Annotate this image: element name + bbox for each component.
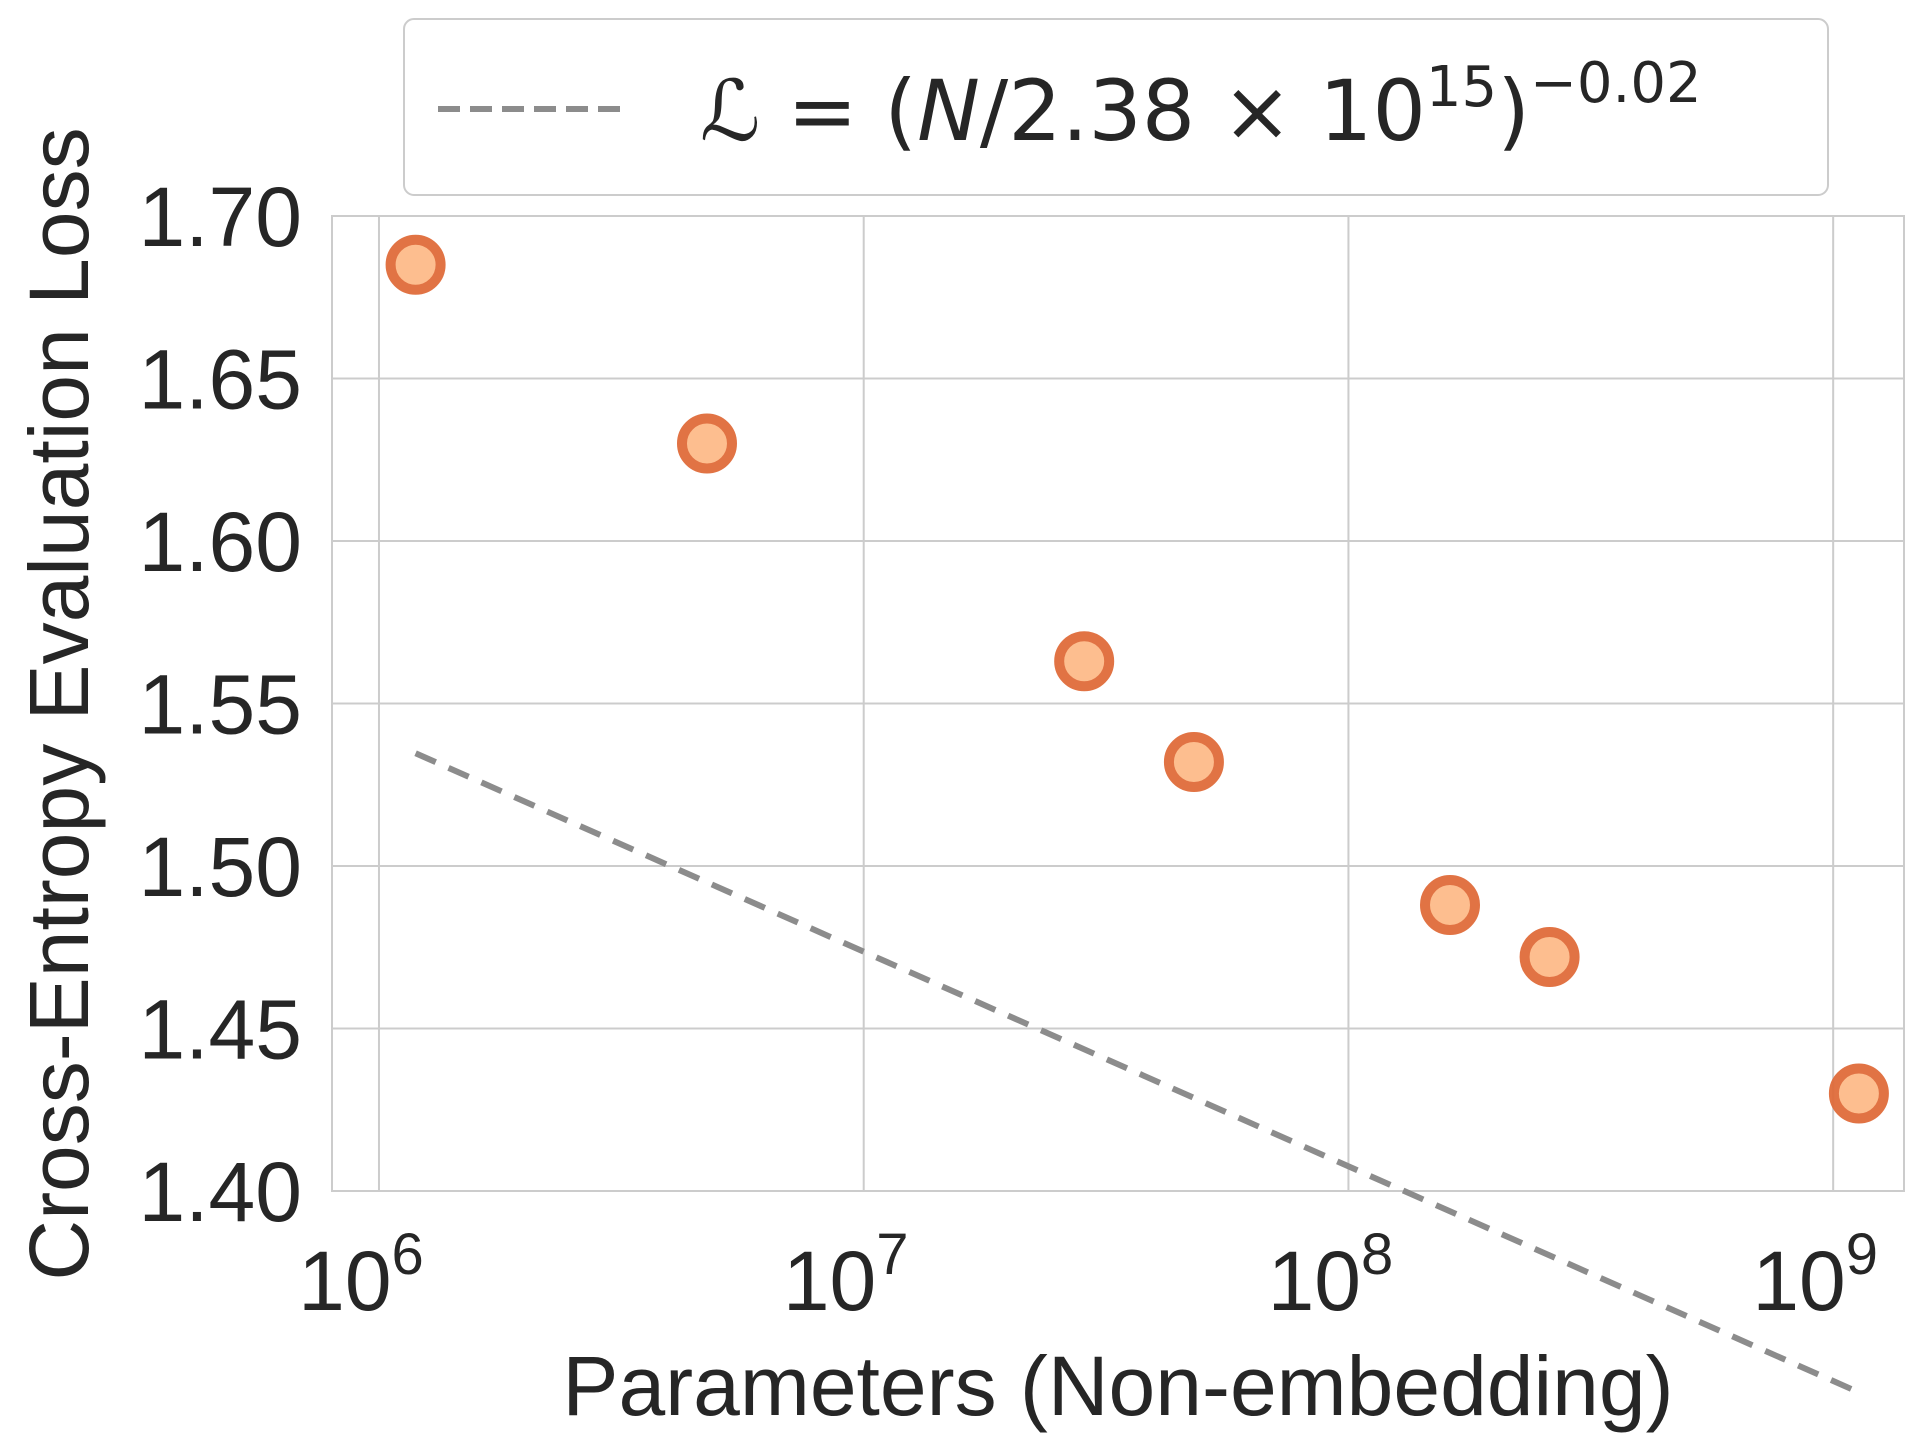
y-tick-label: 1.60: [139, 495, 303, 589]
legend-box: [403, 18, 1829, 196]
data-point: [1163, 732, 1224, 792]
data-point: [1419, 875, 1480, 935]
y-tick-label: 1.55: [139, 658, 303, 752]
x-axis-label: Parameters (Non-embedding): [562, 1339, 1673, 1433]
x-tick-labels: 106 107 108 109: [298, 1222, 1878, 1328]
data-point: [1519, 927, 1580, 987]
y-tick-label: 1.40: [139, 1145, 303, 1239]
data-point: [1828, 1063, 1889, 1124]
y-axis-label: Cross-Entropy Evaluation Loss: [12, 127, 106, 1280]
y-tick-label: 1.65: [139, 333, 303, 427]
y-tick-label: 1.50: [139, 820, 303, 914]
data-point: [1054, 631, 1115, 692]
data-point: [385, 234, 446, 295]
y-tick-label: 1.45: [139, 983, 303, 1077]
grid-lines: [332, 215, 1904, 1192]
y-tick-labels: 1.40 1.45 1.50 1.55 1.60 1.65 1.70: [139, 170, 303, 1239]
data-point: [676, 413, 737, 474]
data-points: [385, 234, 1889, 1124]
x-tick-label: 107: [783, 1222, 909, 1328]
x-tick-label: 108: [1268, 1222, 1394, 1328]
fit-line-group: [414, 750, 1861, 1396]
x-tick-label: 109: [1752, 1222, 1878, 1328]
y-tick-label: 1.70: [139, 170, 303, 264]
x-tick-label: 106: [298, 1222, 424, 1328]
legend: ℒ = (N/2.38 × 1015)−0.02: [403, 18, 1829, 196]
legend-label: ℒ = (N/2.38 × 1015)−0.02: [700, 51, 1702, 160]
fit-line: [414, 750, 1861, 1396]
